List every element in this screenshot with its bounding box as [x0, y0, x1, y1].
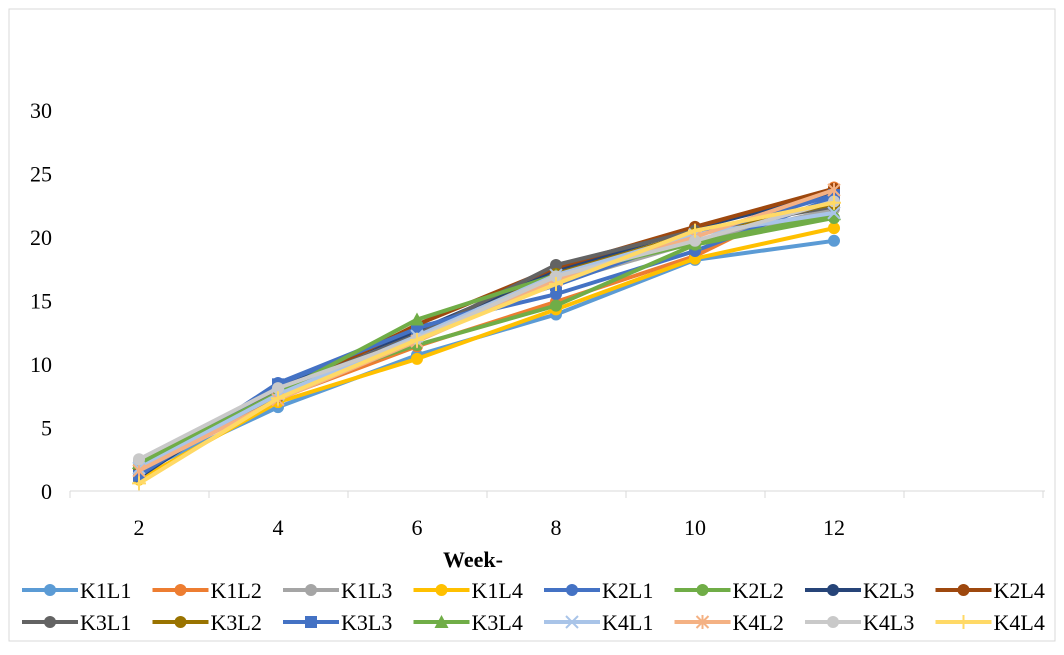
- legend-item: K4L2: [674, 610, 784, 635]
- x-axis-title: Week-: [443, 547, 503, 572]
- legend-marker: [44, 616, 56, 628]
- legend-item: K1L1: [22, 578, 131, 603]
- data-point: [411, 352, 423, 365]
- series-k4l4: [132, 195, 841, 491]
- data-point: [827, 206, 841, 220]
- x-tick-label: 10: [684, 515, 706, 540]
- series-k4l3: [133, 195, 840, 466]
- legend-marker: [435, 584, 448, 596]
- legend-marker: [956, 615, 971, 629]
- legend-item: K3L4: [413, 610, 523, 635]
- chart-border: [8, 8, 1056, 642]
- x-tick-label: 4: [273, 515, 284, 540]
- data-point: [132, 463, 146, 478]
- y-tick-label: 20: [30, 225, 52, 250]
- data-point: [688, 223, 702, 238]
- legend-marker: [827, 616, 839, 628]
- y-tick-label: 25: [30, 162, 52, 187]
- plot-series: [132, 181, 841, 491]
- data-point: [550, 299, 562, 312]
- legend-marker: [305, 616, 317, 628]
- legend: K1L1 K1L2 K1L3 K1L4 K2L1 K2L2 K2L3 K2L4 K3L1 K3L2…: [22, 578, 1045, 635]
- y-tick-label: 15: [30, 289, 52, 314]
- x-tick-label: 6: [412, 515, 423, 540]
- legend-label: K3L2: [211, 610, 262, 635]
- x-tick-label: 2: [134, 515, 145, 540]
- legend-label: K1L2: [211, 578, 262, 603]
- legend-marker: [827, 584, 839, 596]
- data-point: [828, 234, 840, 247]
- legend-marker: [434, 615, 449, 628]
- series-line: [137, 226, 836, 482]
- legend-label: K4L1: [602, 610, 653, 635]
- legend-item: K3L2: [152, 610, 262, 635]
- legend-item: K1L4: [413, 578, 523, 603]
- legend-marker: [695, 615, 710, 629]
- data-point: [689, 234, 701, 247]
- legend-marker: [174, 616, 187, 628]
- data-point: [550, 258, 562, 271]
- legend-label: K2L4: [994, 578, 1045, 603]
- data-point: [271, 391, 285, 406]
- data-point: [828, 222, 840, 235]
- data-point: [410, 332, 424, 347]
- data-point: [549, 276, 563, 291]
- legend-marker: [305, 584, 317, 596]
- legend-item: K1L3: [283, 578, 392, 603]
- legend-item: K4L4: [935, 610, 1045, 635]
- legend-marker: [566, 584, 578, 596]
- x-tick-label: 8: [551, 515, 562, 540]
- legend-marker: [565, 615, 579, 629]
- legend-item: K4L1: [544, 610, 653, 635]
- legend-label: K4L2: [733, 610, 784, 635]
- legend-label: K3L3: [341, 610, 392, 635]
- legend-item: K2L3: [805, 578, 914, 603]
- legend-label: K3L1: [80, 610, 131, 635]
- legend-label: K2L2: [733, 578, 784, 603]
- legend-item: K2L1: [544, 578, 653, 603]
- legend-label: K2L1: [602, 578, 653, 603]
- series-line: [137, 199, 836, 462]
- legend-item: K1L2: [152, 578, 262, 603]
- data-point: [133, 453, 145, 466]
- y-tick-label: 5: [41, 416, 52, 441]
- legend-label: K1L1: [80, 578, 131, 603]
- legend-item: K3L1: [22, 610, 131, 635]
- legend-marker: [957, 584, 970, 596]
- legend-marker: [174, 584, 187, 596]
- legend-label: K4L3: [863, 610, 914, 635]
- y-tick-label: 0: [41, 479, 52, 504]
- legend-label: K1L4: [472, 578, 523, 603]
- y-tick-label: 10: [30, 352, 52, 377]
- x-axis: 2 4 6 8 10 12: [69, 490, 1045, 540]
- legend-marker: [44, 584, 56, 596]
- x-tick-label: 12: [823, 515, 845, 540]
- data-point: [827, 183, 841, 198]
- y-tick-label: 30: [30, 98, 52, 123]
- data-point: [272, 382, 284, 395]
- data-point: [550, 270, 562, 283]
- legend-label: K3L4: [472, 610, 523, 635]
- legend-label: K4L4: [994, 610, 1045, 635]
- legend-item: K4L3: [805, 610, 914, 635]
- data-point: [132, 476, 146, 491]
- data-point: [827, 195, 841, 210]
- legend-label: K2L3: [863, 578, 914, 603]
- legend-label: K1L3: [341, 578, 392, 603]
- legend-marker: [696, 584, 709, 596]
- legend-item: K2L4: [935, 578, 1045, 603]
- y-axis: 0 5 10 15 20 25 30: [30, 98, 52, 504]
- data-point: [410, 312, 424, 326]
- series-line: [137, 200, 836, 486]
- legend-item: K2L2: [674, 578, 784, 603]
- legend-item: K3L3: [283, 610, 392, 635]
